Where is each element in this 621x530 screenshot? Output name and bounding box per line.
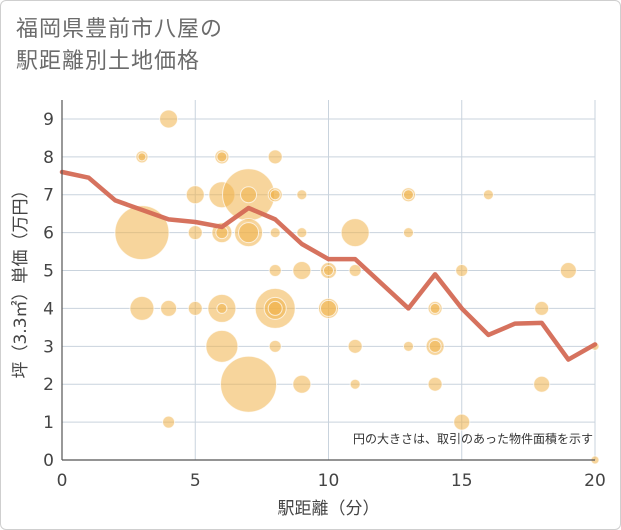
- bubble-37: [323, 265, 334, 277]
- bubble-31: [268, 339, 282, 353]
- bubble-19: [240, 186, 258, 204]
- bubble-57: [533, 375, 551, 393]
- bubble-54: [453, 413, 471, 431]
- bubble-17: [205, 329, 239, 363]
- bubble-layer: [114, 109, 600, 465]
- bubble-30: [267, 300, 283, 316]
- chart-title: 福岡県豊前市八屋の 駅距離別土地価格: [16, 14, 223, 78]
- y-tick-0: 0: [43, 451, 54, 471]
- bubble-45: [402, 189, 414, 201]
- x-tick-0: 0: [57, 471, 68, 491]
- x-tick-10: 10: [318, 471, 340, 491]
- y-tick-2: 2: [43, 375, 54, 395]
- x-tick-15: 15: [451, 471, 473, 491]
- bubble-40: [340, 218, 370, 248]
- y-tick-8: 8: [43, 148, 54, 168]
- bubble-1: [137, 152, 147, 162]
- trend-line-layer: [59, 169, 598, 362]
- y-tick-7: 7: [43, 186, 54, 206]
- bubble-3: [129, 295, 155, 321]
- bubble-56: [534, 300, 550, 316]
- bubble-47: [402, 340, 414, 352]
- bubble-52: [427, 376, 443, 392]
- bubble-55: [482, 189, 494, 201]
- y-tick-1: 1: [43, 413, 54, 433]
- bubble-49: [429, 302, 441, 314]
- y-tick-5: 5: [43, 262, 54, 282]
- bubble-8: [187, 225, 203, 241]
- bubble-46: [402, 227, 414, 239]
- bubble-4: [159, 109, 179, 129]
- bubble-58: [559, 262, 577, 280]
- tick-labels: 0 1 2 3 4 5 6 7 8 9 0 5 10 15 20: [43, 110, 606, 491]
- bubble-5: [160, 299, 178, 317]
- axes: [61, 100, 595, 461]
- bubble-51: [428, 339, 442, 353]
- bubble-size-note: 円の大きさは、取引のあった物件面積を示す: [353, 431, 593, 446]
- bubble-26: [269, 227, 281, 239]
- y-axis-label: 坪（3.3㎡）単価（万円）: [11, 181, 31, 378]
- y-tick-3: 3: [43, 337, 54, 357]
- bubble-35: [292, 374, 312, 394]
- bubble-2: [114, 205, 170, 261]
- bubble-6: [162, 415, 176, 429]
- bubble-42: [347, 338, 363, 354]
- x-axis-label: 駅距離（分）: [278, 499, 380, 519]
- bubble-34: [292, 261, 312, 281]
- y-tick-4: 4: [43, 299, 54, 319]
- bubble-16: [216, 302, 228, 314]
- bubble-23: [267, 149, 283, 165]
- average-price-line: [59, 169, 598, 362]
- bubble-32: [296, 189, 308, 201]
- bubble-39: [320, 299, 337, 317]
- y-tick-9: 9: [43, 110, 54, 130]
- x-tick-20: 20: [584, 471, 606, 491]
- title-line-2: 駅距離別土地価格: [16, 49, 201, 74]
- bubble-11: [216, 151, 228, 163]
- bubble-27: [268, 264, 282, 278]
- y-tick-6: 6: [43, 224, 54, 244]
- bubble-21: [238, 222, 260, 244]
- bubble-43: [349, 378, 361, 390]
- title-line-1: 福岡県豊前市八屋の: [16, 17, 224, 42]
- x-tick-5: 5: [190, 471, 201, 491]
- bubble-41: [348, 264, 362, 278]
- bubble-33: [296, 227, 308, 239]
- bubble-25: [269, 189, 281, 201]
- bubble-53: [455, 264, 469, 278]
- bubble-7: [185, 185, 205, 205]
- bubble-9: [187, 300, 203, 316]
- bubble-22: [220, 355, 278, 413]
